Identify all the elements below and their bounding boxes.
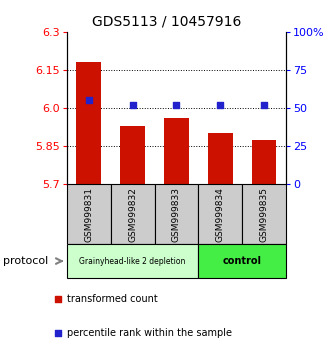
Text: GSM999835: GSM999835 (260, 187, 269, 242)
Bar (198, 244, 286, 278)
Text: Grainyhead-like 2 depletion: Grainyhead-like 2 depletion (79, 257, 186, 266)
Bar (67, 184, 111, 244)
Bar (121, 126, 145, 184)
Bar (242, 184, 286, 244)
Text: GSM999831: GSM999831 (84, 187, 93, 242)
Text: protocol: protocol (3, 256, 49, 266)
Bar (67, 244, 198, 278)
Point (218, 102, 223, 108)
Text: GSM999834: GSM999834 (216, 187, 225, 242)
Point (86, 97, 91, 103)
Text: control: control (223, 256, 262, 266)
Bar (252, 140, 276, 184)
Bar (208, 133, 232, 184)
Point (262, 102, 267, 108)
Bar (165, 118, 188, 184)
Text: GSM999832: GSM999832 (128, 187, 137, 242)
Bar (111, 184, 155, 244)
Text: percentile rank within the sample: percentile rank within the sample (67, 328, 231, 338)
Text: transformed count: transformed count (67, 294, 157, 304)
Bar (198, 184, 242, 244)
Bar (77, 62, 101, 184)
Point (174, 102, 179, 108)
Point (56, 330, 61, 336)
Text: GDS5113 / 10457916: GDS5113 / 10457916 (92, 14, 241, 28)
Point (56, 296, 61, 302)
Text: GSM999833: GSM999833 (172, 187, 181, 242)
Point (130, 102, 135, 108)
Bar (155, 184, 198, 244)
